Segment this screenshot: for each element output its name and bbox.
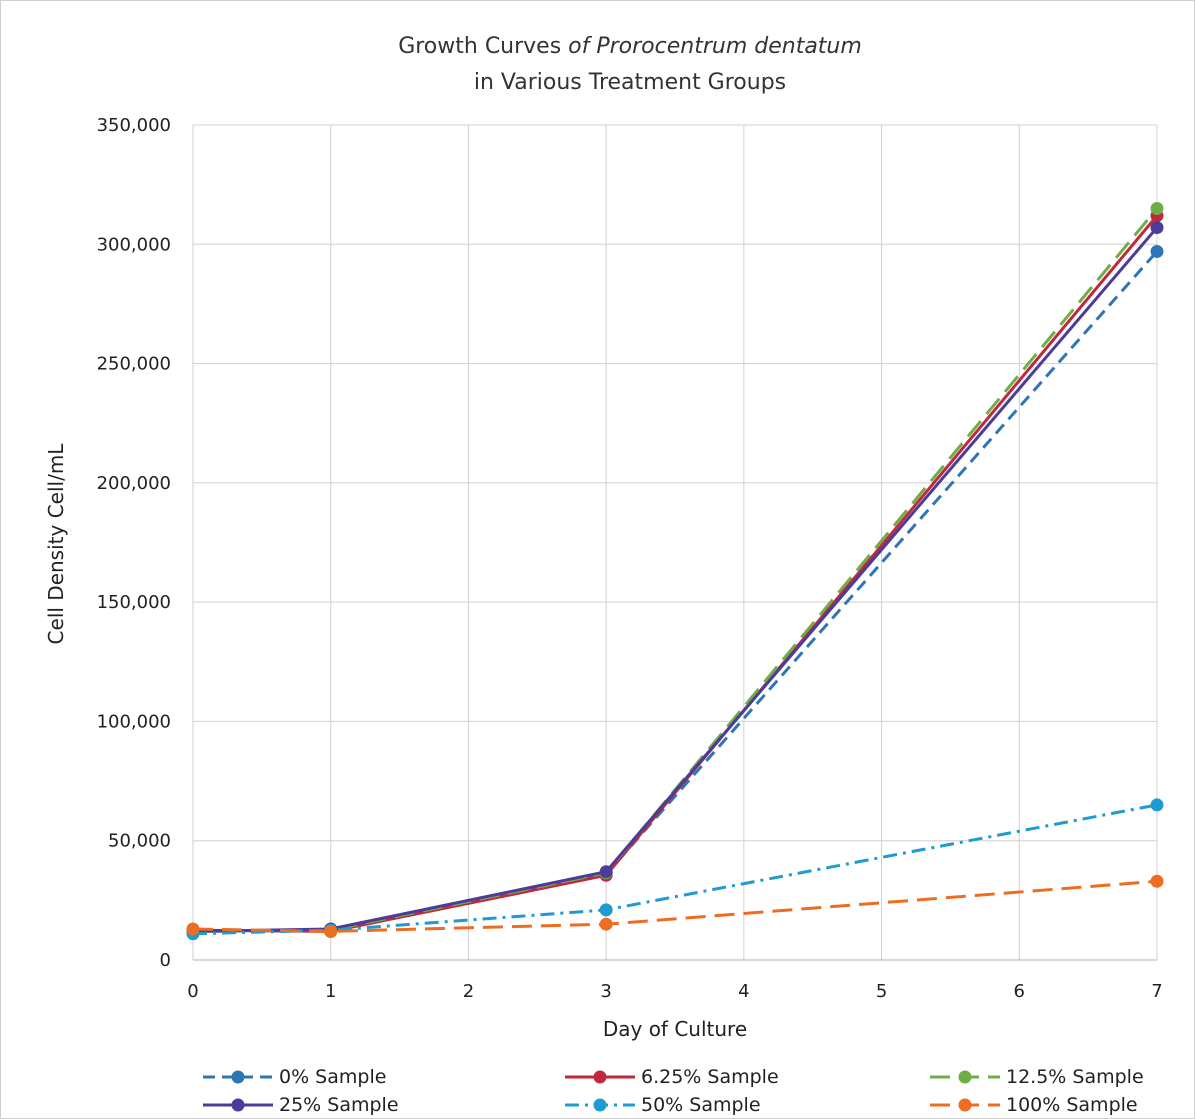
legend-swatch-marker: [231, 1098, 245, 1112]
legend: 0% Sample 6.25% Sample 12.5% Sample 25% Sam…: [203, 1066, 1144, 1116]
legend-swatch-marker: [231, 1070, 245, 1084]
y-tick-label: 350,000: [97, 115, 171, 136]
legend-label: 0% Sample: [279, 1066, 386, 1088]
data-point: [186, 922, 200, 936]
y-tick-label: 300,000: [97, 234, 171, 255]
x-tick-label: 1: [325, 981, 336, 1002]
y-tick-label: 0: [160, 950, 171, 971]
x-tick-label: 6: [1014, 981, 1025, 1002]
y-tick-label: 200,000: [97, 473, 171, 494]
data-point: [599, 903, 613, 917]
data-point: [1150, 798, 1164, 812]
legend-label: 100% Sample: [1006, 1094, 1138, 1116]
legend-swatch-marker: [593, 1070, 607, 1084]
data-point: [324, 924, 338, 938]
chart-title-main: Growth Curves: [398, 34, 568, 59]
x-tick-label: 0: [187, 981, 198, 1002]
x-tick-label: 2: [463, 981, 474, 1002]
x-tick-label: 5: [876, 981, 887, 1002]
chart-subtitle: in Various Treatment Groups: [474, 70, 786, 95]
legend-swatch-marker: [593, 1098, 607, 1112]
x-tick-label: 4: [738, 981, 749, 1002]
series-5: [186, 874, 1164, 938]
legend-item: 6.25% Sample: [565, 1066, 779, 1088]
legend-label: 50% Sample: [641, 1094, 761, 1116]
x-tick-label: 7: [1151, 981, 1162, 1002]
legend-swatch-marker: [958, 1098, 972, 1112]
y-tick-label: 250,000: [97, 354, 171, 375]
y-tick-label: 150,000: [97, 592, 171, 613]
legend-item: 50% Sample: [565, 1094, 761, 1116]
legend-item: 0% Sample: [203, 1066, 386, 1088]
legend-swatch-marker: [958, 1070, 972, 1084]
y-axis-label: Cell Density Cell/mL: [44, 443, 68, 645]
data-point: [1150, 221, 1164, 235]
legend-label: 25% Sample: [279, 1094, 399, 1116]
data-point: [1150, 874, 1164, 888]
x-axis-label: Day of Culture: [603, 1017, 747, 1041]
data-point: [599, 865, 613, 879]
chart-title-species: of Prorocentrum dentatum: [568, 34, 862, 59]
legend-label: 12.5% Sample: [1006, 1066, 1144, 1088]
tick-layer: 0 1 2 3 4 5 6 7 0 50,000 100,000 150,000 200,000 250,…: [97, 115, 1163, 1002]
legend-item: 25% Sample: [203, 1094, 399, 1116]
legend-item: 100% Sample: [930, 1094, 1138, 1116]
series-layer: [186, 202, 1164, 941]
series-line: [192, 879, 1158, 933]
legend-item: 12.5% Sample: [930, 1066, 1144, 1088]
data-point: [599, 917, 613, 931]
data-point: [1150, 244, 1164, 258]
chart-title: Growth Curves of Prorocentrum dentatum: [398, 34, 862, 59]
series-line: [192, 803, 1158, 936]
data-point: [1150, 202, 1164, 215]
y-tick-label: 50,000: [108, 831, 171, 852]
x-tick-label: 3: [600, 981, 611, 1002]
y-tick-label: 100,000: [97, 711, 171, 732]
legend-label: 6.25% Sample: [641, 1066, 779, 1088]
